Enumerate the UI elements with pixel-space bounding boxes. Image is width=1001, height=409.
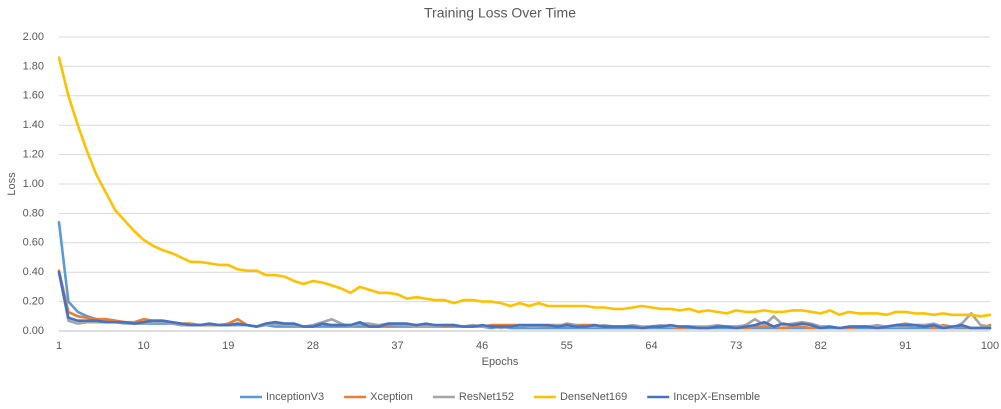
x-tick-label: 10 xyxy=(138,340,150,352)
legend-label: InceptionV3 xyxy=(266,391,324,403)
y-tick-label: 1.80 xyxy=(23,60,44,72)
y-tick-label: 1.40 xyxy=(23,119,44,131)
x-tick-label: 1 xyxy=(56,340,62,352)
x-tick-label: 100 xyxy=(981,340,999,352)
y-tick-label: 1.60 xyxy=(23,90,44,102)
legend-label: ResNet152 xyxy=(459,391,514,403)
y-tick-label: 0.00 xyxy=(23,325,44,337)
y-tick-label: 0.20 xyxy=(23,296,44,308)
legend-label: Xception xyxy=(370,391,413,403)
x-axis-label: Epochs xyxy=(482,356,519,368)
series-line xyxy=(57,270,992,330)
x-tick-label: 46 xyxy=(476,340,488,352)
x-tick-label: 37 xyxy=(391,340,403,352)
y-axis-label: Loss xyxy=(6,172,18,196)
series-line xyxy=(57,56,992,318)
x-tick-label: 73 xyxy=(730,340,742,352)
x-tick-label: 91 xyxy=(899,340,911,352)
x-tick-label: 28 xyxy=(307,340,319,352)
x-tick-label: 64 xyxy=(645,340,657,352)
series-line xyxy=(57,270,992,330)
y-tick-label: 0.80 xyxy=(23,207,44,219)
y-tick-label: 2.00 xyxy=(23,31,44,43)
y-tick-label: 1.20 xyxy=(23,149,44,161)
y-tick-label: 1.00 xyxy=(23,178,44,190)
y-tick-label: 0.40 xyxy=(23,266,44,278)
x-tick-label: 82 xyxy=(815,340,827,352)
y-tick-label: 0.60 xyxy=(23,237,44,249)
legend-label: IncepX-Ensemble xyxy=(673,391,760,403)
x-tick-label: 19 xyxy=(222,340,234,352)
chart-title: Training Loss Over Time xyxy=(424,5,576,21)
legend-label: DenseNet169 xyxy=(560,391,627,403)
x-tick-label: 55 xyxy=(561,340,573,352)
legend: InceptionV3 Xception ResNet152 DenseNet169 I… xyxy=(240,391,760,403)
series-line xyxy=(57,269,992,330)
